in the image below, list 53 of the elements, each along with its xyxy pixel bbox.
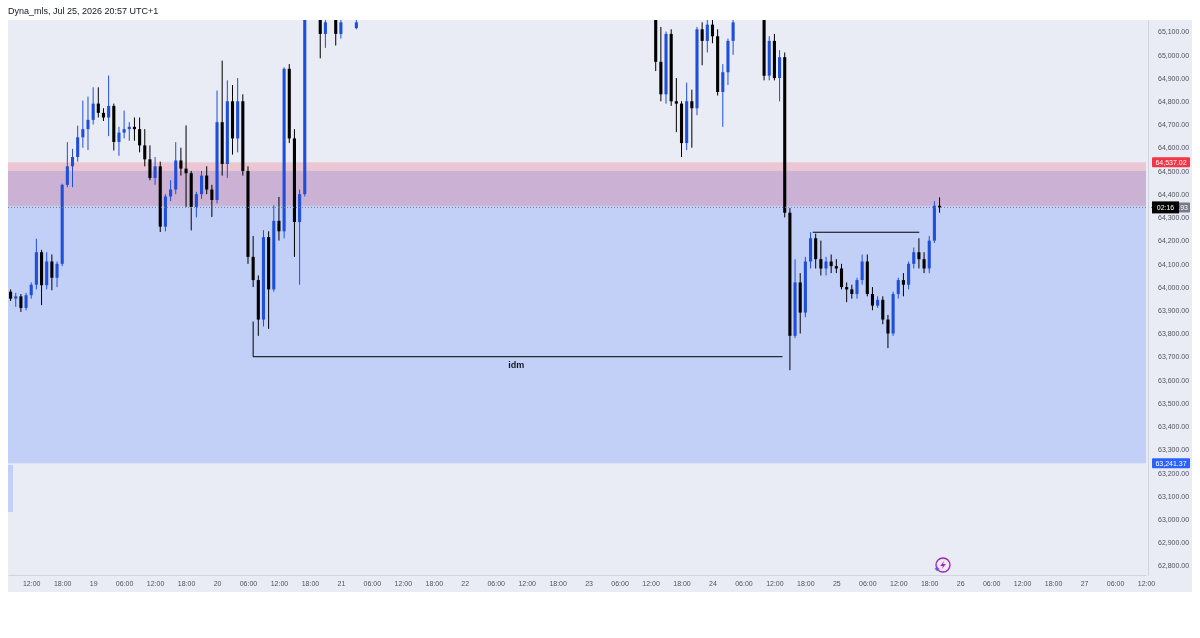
chart-title: Dyna_mls, Jul 25, 2026 20:57 UTC+1 (8, 6, 159, 16)
candlestick (907, 261, 911, 290)
candlestick (819, 240, 823, 276)
candlestick (690, 89, 694, 149)
candlestick (901, 272, 905, 297)
candlestick (55, 261, 59, 288)
candlestick (922, 251, 926, 274)
candlestick (117, 126, 121, 157)
candlestick (855, 277, 859, 300)
candlestick (70, 148, 75, 188)
annotation: idm (508, 359, 525, 370)
candlestick (153, 156, 157, 186)
candlestick (277, 196, 281, 242)
candlestick (705, 20, 709, 54)
candlestick (143, 128, 147, 167)
candlestick (808, 231, 813, 269)
candlestick (824, 256, 828, 276)
candlestick (107, 75, 111, 137)
candlestick (199, 170, 204, 200)
candlestick (912, 247, 916, 269)
candlestick (96, 86, 100, 119)
candlestick (710, 20, 715, 44)
candlestick (860, 254, 864, 286)
candlestick (881, 295, 885, 325)
candlestick (917, 237, 921, 269)
candlestick (50, 254, 54, 291)
candlestick (339, 20, 343, 40)
candlestick (122, 110, 126, 139)
candlestick (886, 314, 890, 349)
candlestick (81, 100, 85, 149)
candlestick (731, 20, 735, 56)
candlestick (210, 184, 214, 218)
candlestick (91, 86, 95, 125)
candlestick (194, 191, 198, 218)
candlestick (318, 20, 322, 59)
candlestick (700, 21, 704, 66)
candlestick (778, 49, 782, 102)
candlestick (870, 286, 875, 311)
candlestick (45, 251, 49, 290)
candlestick (334, 20, 338, 47)
candlestick (86, 96, 90, 151)
candlestick (721, 63, 725, 128)
candlestick (251, 235, 255, 288)
candlestick (323, 20, 327, 49)
candlestick (76, 125, 80, 163)
candlestick (148, 144, 152, 181)
candlestick (65, 141, 69, 188)
candlestick (205, 165, 209, 195)
candlestick (674, 77, 678, 133)
candlestick (179, 147, 183, 177)
candlestick (896, 277, 900, 300)
candlestick (138, 117, 142, 153)
candlestick (839, 263, 844, 290)
